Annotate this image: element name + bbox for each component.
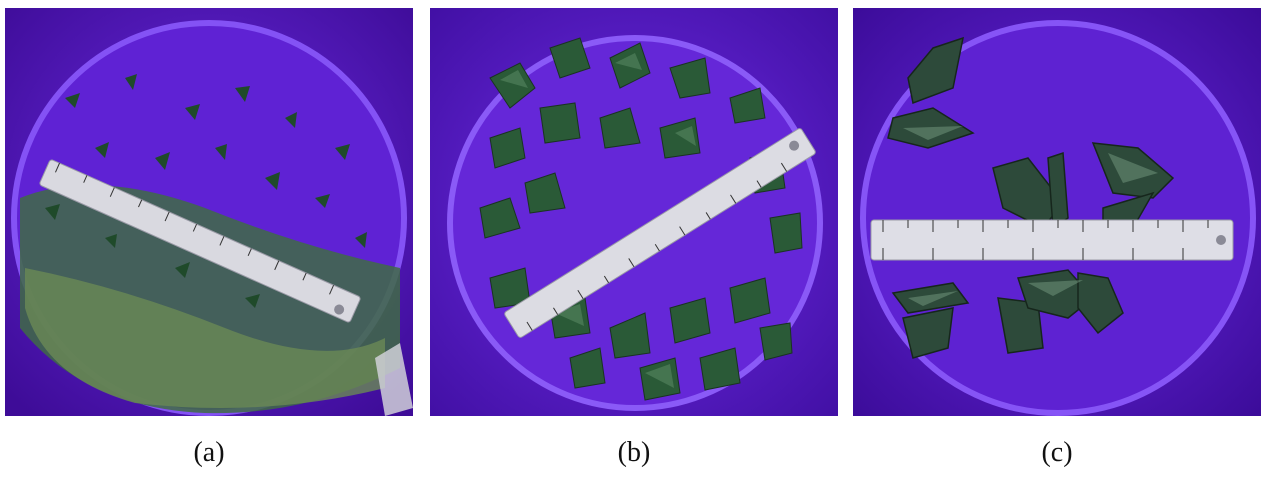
photo-panel-a: [5, 8, 413, 416]
steel-ruler: [870, 219, 1234, 261]
steel-ruler: [504, 128, 816, 338]
caption-c: (c): [1041, 437, 1073, 468]
caption-b: (b): [617, 437, 651, 468]
photo-panel-b: [430, 8, 838, 416]
bucket-photo-large-fragments: [853, 8, 1261, 416]
bucket-photo-medium-fragments: [430, 8, 838, 416]
bucket-photo-fine-fragments: [5, 8, 413, 416]
steel-ruler: [39, 159, 361, 323]
caption-a: (a): [193, 437, 225, 468]
photo-panel-c: [853, 8, 1261, 416]
